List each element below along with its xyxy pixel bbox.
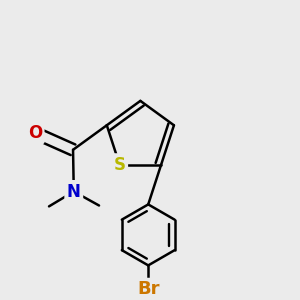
Text: O: O [28,124,42,142]
Text: N: N [67,182,81,200]
Text: Br: Br [137,280,160,298]
Text: S: S [114,156,126,174]
